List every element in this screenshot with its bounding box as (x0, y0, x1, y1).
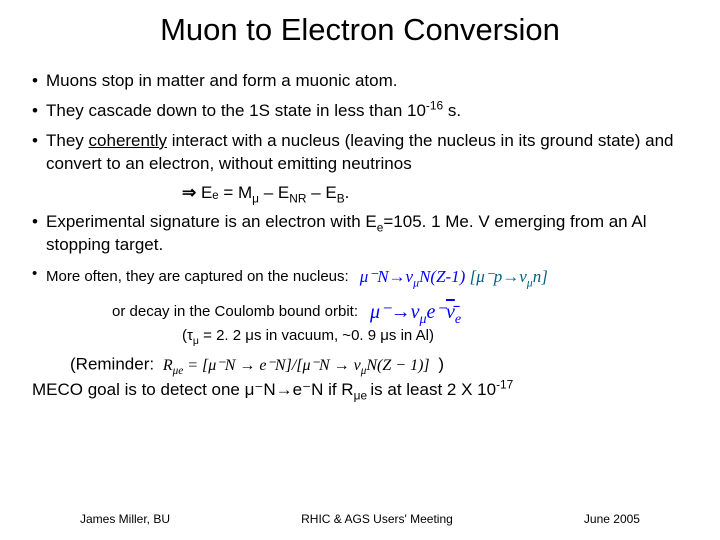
bullet-5: More often, they are captured on the nuc… (32, 264, 688, 291)
lt-post: s in Al) (389, 327, 434, 344)
lt-mid: = 2. 2 (199, 327, 245, 344)
footer-center: RHIC & AGS Users' Meeting (301, 512, 453, 526)
goal-mu: μ (245, 380, 255, 399)
eq-nr: NR (289, 191, 306, 205)
cap-teal: [μ⁻p→νμn] (470, 267, 548, 286)
bullet-3-under: coherently (89, 131, 167, 150)
dec-nubar: ν̄ (446, 301, 455, 323)
reminder-line: (Reminder: Rμe = [μ⁻N → e⁻N]/[μ⁻N → νμN(… (70, 354, 688, 376)
bullet-2-sup: -16 (426, 98, 443, 112)
lt-pre: (τ (182, 327, 193, 344)
eq-rest: – E (259, 183, 289, 202)
capture-formula: μ⁻N→νμN(Z-1) [μ⁻p→νμn] (355, 264, 553, 291)
lt-mu3: μ (380, 327, 389, 344)
dec-e: e⁻ (427, 301, 446, 323)
bullet-2-post: s. (443, 101, 461, 120)
bullet-4: Experimental signature is an electron wi… (32, 211, 688, 257)
bullet-2-pre: They cascade down to the 1S state in les… (46, 101, 426, 120)
eq-mu: μ (252, 191, 259, 205)
dec-main: μ⁻→ν (370, 301, 419, 323)
eq-dash: – E (306, 183, 336, 202)
goal-p2: ⁻N→e⁻N if R (254, 380, 353, 399)
eq-dot: . (345, 183, 350, 202)
eq-b: B (337, 191, 345, 205)
page-title: Muon to Electron Conversion (32, 12, 688, 48)
dec-sube: e (455, 312, 461, 327)
cap-p2: N(Z-1) (419, 267, 470, 286)
lt-mid2: s in vacuum, ~0. 9 (254, 327, 380, 344)
rmu-formula: Rμe = [μ⁻N → e⁻N]/[μ⁻N → νμN(Z − 1)] (159, 354, 434, 376)
bullet-2: They cascade down to the 1S state in les… (32, 100, 688, 123)
decay-line: or decay in the Coulomb bound orbit: μ⁻→… (32, 298, 688, 325)
eq-body: Eₑ = M (196, 183, 252, 202)
goal-pre: MECO goal is to detect one (32, 380, 245, 399)
footer-left: James Miller, BU (80, 512, 170, 526)
goal-sub: μe (354, 388, 371, 402)
arrow-icon: ⇒ (182, 183, 196, 202)
decay-text: or decay in the Coulomb bound orbit: (112, 303, 358, 320)
rmu-r: R (163, 357, 173, 374)
cap-p1: μ⁻N→ν (360, 267, 413, 286)
bullet-3: They coherently interact with a nucleus … (32, 130, 688, 176)
rem-label: (Reminder: (70, 354, 154, 373)
bullet-5-text: More often, they are captured on the nuc… (46, 267, 349, 287)
rmu-sub: μe (173, 365, 184, 377)
slide: Muon to Electron Conversion Muons stop i… (0, 0, 720, 540)
cap-teal1: [μ⁻p→ν (470, 267, 527, 286)
rem-close: ) (438, 354, 444, 373)
footer: James Miller, BU RHIC & AGS Users' Meeti… (0, 512, 720, 526)
lifetime-line: (τμ = 2. 2 μs in vacuum, ~0. 9 μs in Al) (32, 327, 688, 344)
goal-mid: is at least 2 X 10 (370, 380, 496, 399)
bullet-1-text: Muons stop in matter and form a muonic a… (46, 71, 398, 90)
rmu-eq: = [μ⁻N → e⁻N]/[μ⁻N → ν (183, 357, 361, 374)
bullet-4-pre: Experimental signature is an electron wi… (46, 212, 377, 231)
footer-right: June 2005 (584, 512, 640, 526)
dec-submu: μ (419, 312, 426, 327)
energy-equation: ⇒ Eₑ = Mμ – ENR – EB. (32, 183, 688, 203)
rmu-end: N(Z − 1)] (366, 357, 429, 374)
goal-line: MECO goal is to detect one μ⁻N→e⁻N if Rμ… (32, 380, 688, 400)
bullet-1: Muons stop in matter and form a muonic a… (32, 70, 688, 93)
lt-mu2: μ (245, 327, 254, 344)
goal-sup: -17 (496, 377, 513, 391)
bullet-3-p1: They (46, 131, 89, 150)
cap-teal2: n] (533, 267, 548, 286)
decay-formula: μ⁻→νμe⁻ν̄e (364, 298, 467, 325)
